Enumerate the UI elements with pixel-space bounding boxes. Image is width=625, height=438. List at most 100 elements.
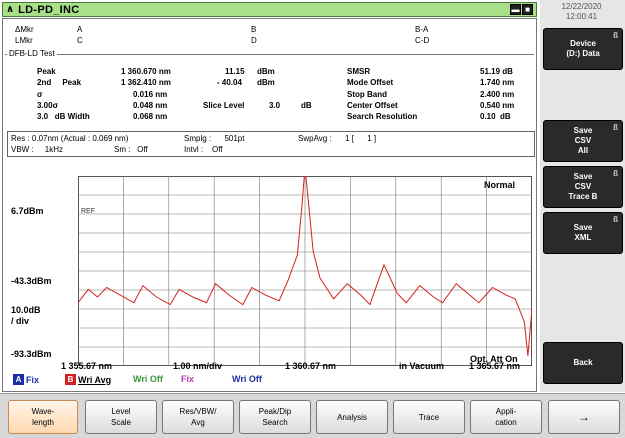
analysis-button[interactable]: Analysis (316, 400, 388, 434)
trace-c-legend[interactable]: Wri Off (133, 374, 163, 384)
smsr-value: 51.19 dB (480, 67, 513, 76)
application-button[interactable]: Appli- cation (470, 400, 542, 434)
level-scale-button[interactable]: Level Scale (85, 400, 157, 434)
device-button-line1: Device (570, 39, 596, 48)
save-csv-trace-b-button[interactable]: ß Save CSV Trace B (543, 166, 623, 208)
flag-icon: ß (613, 31, 618, 40)
minimize-button[interactable]: ▬ (510, 4, 521, 15)
sampling-setting[interactable]: Smplg : 501pt (184, 134, 245, 143)
trace-a-legend[interactable]: A Fix (13, 374, 39, 385)
appli-line1: Appli- (495, 407, 517, 416)
save-xml-line2: XML (574, 233, 592, 242)
ref-marker-label: REF (81, 208, 95, 215)
trace-a-label: Fix (26, 374, 40, 385)
device-data-button[interactable]: ß Device (D:) Data (543, 28, 623, 70)
back-button[interactable]: Back (543, 342, 623, 384)
save-all-line2: CSV (574, 136, 592, 145)
slice-level-value: 3.0 (269, 101, 281, 110)
mode-offset-value: 1.740 nm (480, 78, 515, 87)
ref-level-label: 6.7dBm (11, 206, 44, 216)
second-peak-level-unit: dBm (257, 78, 275, 87)
scale-label: 10.0dB (11, 305, 41, 315)
peak-label: Peak (37, 67, 56, 76)
stop-band-value: 2.400 nm (480, 90, 515, 99)
smoothing-setting[interactable]: Sm : Off (114, 145, 148, 154)
window-title: LD-PD_INC (18, 3, 80, 16)
sigma-label: σ (37, 90, 43, 99)
flag-icon: ß (613, 123, 618, 132)
second-peak-value: 1 362.410 nm (121, 78, 171, 87)
second-peak-label: 2nd Peak (37, 78, 82, 87)
slice-level-label: Slice Level (203, 101, 245, 110)
x-stop-label: 1 365.67 nm (469, 361, 521, 371)
date-text: 12/22/2020 (561, 2, 602, 11)
resolution-setting[interactable]: Res : 0.07nm (Actual : 0.069 nm) (11, 134, 129, 143)
save-all-line1: Save (573, 126, 593, 135)
datetime-display: 12/22/2020 12:00:41 (540, 2, 623, 22)
marker-c-label: C (77, 36, 83, 45)
marker-ba-label: B-A (415, 25, 429, 34)
line-marker-label: LMkr (15, 36, 33, 45)
peak-line2: Search (262, 418, 288, 427)
res-vbw-avg-button[interactable]: Res/VBW/ Avg (162, 400, 234, 434)
analysis-label: Analysis (337, 412, 367, 422)
vbw-setting[interactable]: VBW : 1kHz (11, 145, 64, 154)
delta-marker-label: ΔMkr (15, 25, 34, 34)
peak-line1: Peak/Dip (258, 407, 292, 416)
x-start-label: 1 355.67 nm (61, 361, 113, 371)
peak-level-unit: dBm (257, 67, 275, 76)
db-width-label: 3.0 dB Width (37, 112, 90, 121)
bottom-level-label: -93.3dBm (11, 349, 52, 359)
maximize-button[interactable]: ■ (522, 4, 533, 15)
arrow-right-icon: → (578, 409, 590, 424)
trace-c-label: Wri Off (133, 374, 163, 384)
spectrum-chart[interactable]: REF Normal Opt. Att On (78, 176, 532, 366)
trace-b-line (78, 176, 532, 356)
search-resolution-label: Search Resolution (347, 112, 418, 121)
section-title: DFB-LD Test (7, 49, 57, 58)
appli-line2: cation (495, 418, 517, 427)
trace-b-label: Wri Avg (78, 374, 112, 385)
settings-box: Res : 0.07nm (Actual : 0.069 nm) Smplg :… (7, 131, 535, 157)
x-medium-label: in Vacuum (399, 361, 445, 371)
x-div-label: 1.00 nm/div (173, 361, 223, 371)
wavelength-line1: Wave- (31, 407, 55, 416)
low-level-label: -43.3dBm (11, 276, 52, 286)
back-label: Back (573, 358, 593, 367)
device-button-line2: (D:) Data (566, 49, 600, 58)
wavelength-button[interactable]: Wave- length (8, 400, 78, 434)
flag-icon: ß (613, 169, 618, 178)
three-sigma-label: 3.00σ (37, 101, 59, 110)
smsr-label: SMSR (347, 67, 371, 76)
mode-label: Normal (484, 180, 515, 190)
app-logo-icon: ∧ (6, 4, 15, 15)
scale-unit-label: / div (11, 316, 30, 326)
trace-d-label: Fix (181, 374, 195, 384)
save-csv-all-button[interactable]: ß Save CSV All (543, 120, 623, 162)
peak-dip-search-button[interactable]: Peak/Dip Search (239, 400, 311, 434)
trace-b-legend[interactable]: B Wri Avg (65, 374, 111, 385)
save-xml-button[interactable]: ß Save XML (543, 212, 623, 254)
second-peak-level-value: - 40.04 (217, 78, 242, 87)
db-width-value: 0.068 nm (133, 112, 168, 121)
next-page-button[interactable]: → (548, 400, 620, 434)
section-divider (5, 54, 534, 55)
trace-button[interactable]: Trace (393, 400, 465, 434)
interval-setting[interactable]: Intvl : Off (184, 145, 223, 154)
window-titlebar: ∧ LD-PD_INC ▬ ■ (2, 2, 537, 17)
x-center-label: 1 360.67 nm (285, 361, 337, 371)
sigma-value: 0.016 nm (133, 90, 168, 99)
marker-cd-label: C-D (415, 36, 430, 45)
save-trace-line3: Trace B (568, 192, 598, 201)
trace-d-legend[interactable]: Fix (181, 374, 194, 384)
center-offset-value: 0.540 nm (480, 101, 515, 110)
att-label: Opt. Att On (470, 354, 518, 364)
sweep-average-setting[interactable]: SwpAvg : 1 [ 1 ] (298, 134, 377, 143)
trace-e-legend[interactable]: Wri Off (232, 374, 262, 384)
three-sigma-value: 0.048 nm (133, 101, 168, 110)
flag-icon: ß (613, 215, 618, 224)
search-resolution-value: 0.10 dB (480, 112, 511, 121)
save-all-line3: All (577, 146, 589, 155)
slice-level-unit: dB (301, 101, 312, 110)
level-line1: Level (111, 407, 131, 416)
